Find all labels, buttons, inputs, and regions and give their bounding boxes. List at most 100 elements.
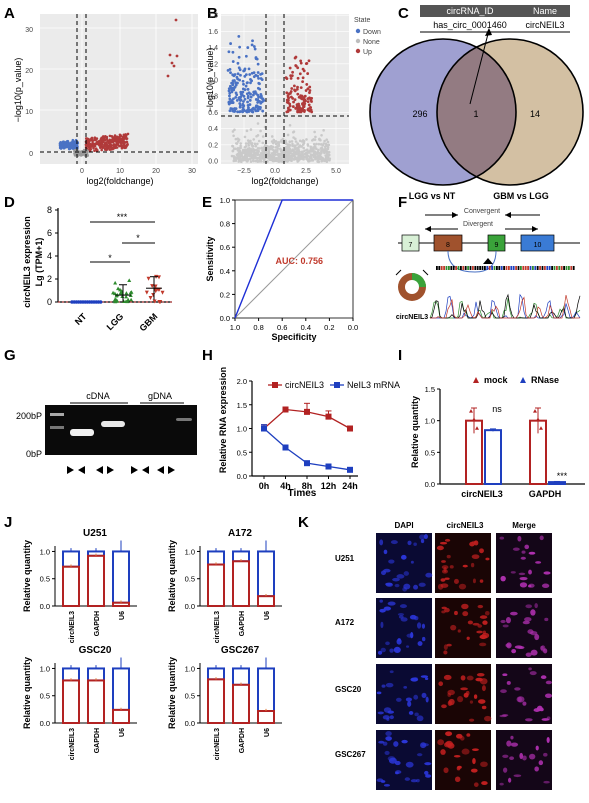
panel-k-cell	[413, 677, 418, 680]
panel-k-cell	[541, 583, 550, 589]
panel-a-point	[75, 144, 79, 148]
panel-b-ytick: 0.8	[208, 94, 218, 101]
panel-k-cell	[457, 629, 461, 633]
panel-k-cell	[416, 715, 424, 722]
panel-j-cat-label: circNEIL3	[214, 728, 221, 760]
panel-j-bar-nuc	[112, 601, 130, 608]
panel-k-cell	[470, 768, 478, 773]
panel-b-point	[237, 34, 241, 38]
panel-k-cell	[380, 570, 387, 576]
panel-b-xtick: −2.5	[237, 168, 251, 175]
panel-k-cell	[389, 670, 394, 674]
panel-b-point	[234, 107, 238, 111]
panel-k-cell	[395, 697, 402, 702]
panel-b-point	[244, 150, 248, 154]
panel-b-point	[251, 144, 255, 148]
panel-a-point	[105, 136, 109, 140]
panel-j-ytick: 0.5	[40, 692, 50, 701]
panel-b-point	[291, 152, 294, 156]
panel-b-point	[243, 74, 247, 78]
panel-b-point	[259, 129, 262, 133]
panel-k-col: Merge	[512, 521, 536, 530]
panel-k-cell	[440, 749, 446, 755]
panel-j-bar-cyto	[62, 550, 80, 568]
panel-d-sig-3: *	[136, 233, 140, 243]
panel-b-point	[304, 62, 308, 66]
panel-b-point	[263, 160, 266, 163]
panel-b-point	[285, 77, 289, 81]
panel-b-point	[229, 42, 232, 45]
panel-h-ytick: 1.5	[237, 401, 247, 410]
panel-b-point	[304, 89, 308, 92]
panel-b-point	[227, 102, 231, 106]
panel-k-cell	[479, 642, 487, 647]
panel-k-cell	[404, 777, 411, 781]
panel-b-point	[246, 46, 250, 49]
panel-k-cell	[513, 774, 522, 778]
panel-f-base	[522, 266, 525, 270]
panel-k-cell	[447, 689, 455, 696]
panel-b-point	[287, 153, 291, 156]
panel-b-legend-up: Up	[363, 49, 372, 56]
panel-i-plot: 0.0 0.5 1.0 1.5	[425, 385, 585, 489]
panel-k-cell	[425, 774, 432, 778]
panel-k-cell	[447, 742, 455, 749]
panel-k-cell	[477, 604, 484, 609]
panel-b-point	[301, 80, 305, 83]
panel-f-base	[510, 266, 513, 270]
panel-d-point-lgg	[124, 291, 129, 295]
panel-k-cell	[403, 571, 410, 576]
panel-a-point	[123, 141, 127, 144]
panel-d-point-gbm	[158, 299, 163, 304]
panel-k-cell	[441, 560, 446, 563]
panel-b-point	[323, 139, 326, 143]
panel-b-point	[254, 92, 258, 95]
panel-k-cell	[437, 739, 445, 746]
panel-h-ytick: 2.0	[237, 377, 247, 386]
panel-b-point	[326, 153, 330, 156]
panel-b-point	[234, 147, 237, 151]
panel-k-cell	[480, 761, 488, 768]
panel-j-ytick: 1.0	[185, 547, 195, 556]
panel-f-convergent: Convergent	[464, 208, 500, 215]
panel-b-point	[232, 159, 236, 163]
panel-b-point	[238, 78, 241, 82]
panel-b-point	[285, 100, 289, 104]
panel-k-cell	[500, 575, 506, 582]
panel-b-xlabel: log2(foldchange)	[251, 176, 318, 186]
panel-a-point	[102, 136, 106, 139]
panel-e-ytick: 1.0	[220, 196, 230, 205]
panel-b-point	[314, 155, 317, 158]
panel-b-point	[228, 109, 232, 113]
panel-f-exon-label: 9	[495, 242, 499, 249]
panel-i-ytick: 1.5	[425, 385, 435, 394]
panel-a-point	[82, 152, 85, 156]
panel-k-cell	[376, 691, 382, 695]
panel-b-yticks: 0.0 0.2 0.4 0.6 0.8 1.0 1.2 1.4 1.6 1.8	[208, 13, 218, 166]
panel-b-point	[301, 102, 304, 106]
panel-b-point	[303, 98, 307, 102]
panel-b-ytick: 1.4	[208, 45, 218, 52]
panel-b-point	[251, 149, 255, 153]
panel-b-point	[249, 139, 252, 143]
panel-b-point	[228, 100, 231, 104]
panel-d-point-gbm	[160, 290, 165, 295]
panel-b-point	[228, 91, 232, 95]
panel-k-cell	[472, 578, 476, 584]
panel-k-cell	[528, 584, 532, 588]
panel-b-point	[238, 156, 242, 160]
panel-j-cat-label: GAPDH	[94, 728, 101, 753]
panel-b-point	[242, 82, 245, 86]
panel-k-cell	[380, 647, 386, 653]
panel-k-cell	[524, 544, 530, 550]
panel-a-point	[91, 139, 94, 143]
panel-b-point	[248, 73, 252, 76]
panel-f-base	[464, 266, 467, 270]
panel-b-point	[261, 141, 265, 145]
panel-a-point	[78, 153, 81, 157]
panel-e-xlabel: Specificity	[271, 332, 316, 342]
panel-f-junction-marker	[483, 258, 493, 264]
panel-a-point	[91, 141, 94, 145]
panel-f-trace	[430, 294, 581, 319]
panel-b-point	[313, 152, 317, 155]
